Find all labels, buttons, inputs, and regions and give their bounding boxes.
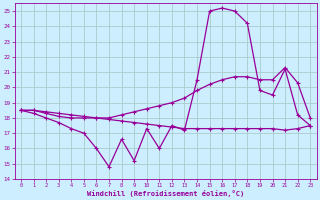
- X-axis label: Windchill (Refroidissement éolien,°C): Windchill (Refroidissement éolien,°C): [87, 190, 244, 197]
